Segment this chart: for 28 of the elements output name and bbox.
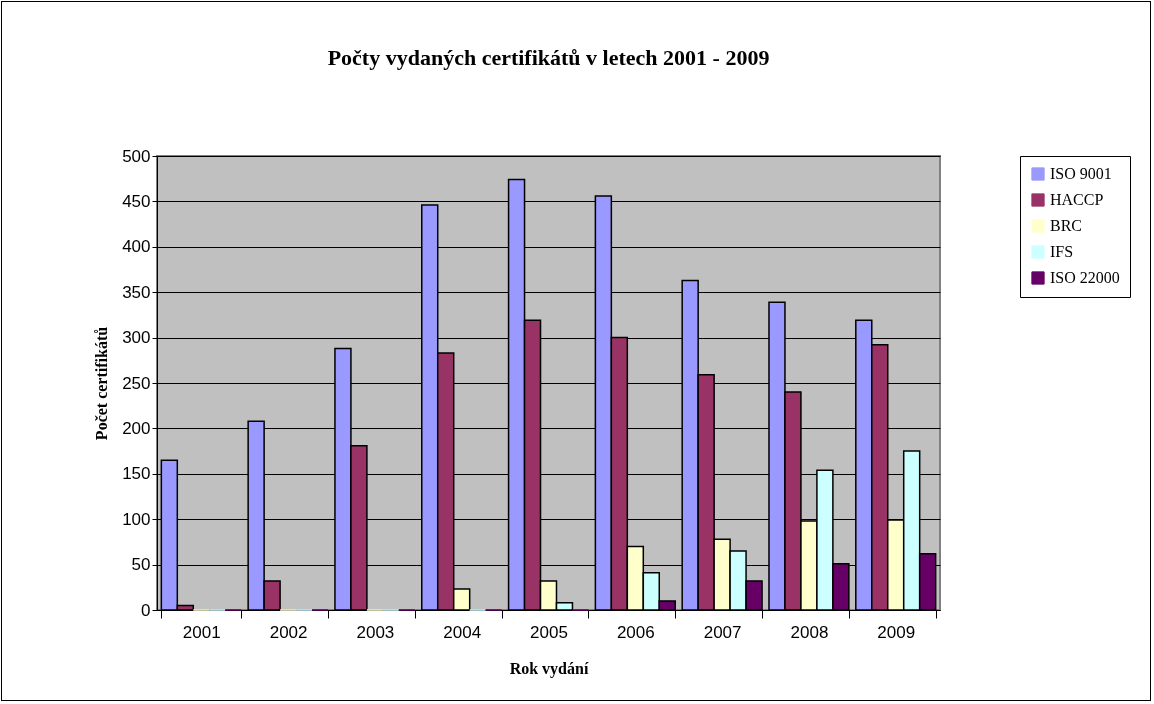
x-tick-label: 2007 [703,622,742,642]
x-tick-label: 2009 [877,622,916,642]
y-tick-label: 100 [122,509,151,529]
y-tick-label: 250 [122,373,151,393]
legend-label: HACCP [1050,191,1104,208]
x-tick-label: 2005 [530,622,568,642]
legend-label: IFS [1050,243,1074,260]
legend-label: ISO 9001 [1050,165,1112,182]
y-axis-title: Počet certifikátů [93,326,111,441]
y-tick-label: 200 [122,418,151,438]
chart-title: Počty vydaných certifikátů v letech 2001 - 2009 [327,45,770,70]
y-tick-label: 50 [131,555,151,575]
y-tick-label: 350 [122,282,151,302]
x-axis-title: Rok vydání [509,659,589,678]
y-tick-label: 150 [122,464,151,484]
legend-label: ISO 22000 [1050,269,1120,286]
x-tick-label: 2006 [616,622,655,642]
y-tick-label: 500 [122,146,151,166]
x-tick-label: 2003 [356,622,395,642]
y-tick-label: 0 [141,600,151,620]
x-tick-label: 2002 [269,622,308,642]
x-tick-label: 2008 [790,622,829,642]
y-tick-label: 300 [122,328,151,348]
y-tick-label: 450 [122,191,151,211]
x-tick-label: 2004 [443,622,482,642]
x-tick-label: 2001 [182,622,221,642]
legend-label: BRC [1050,217,1083,234]
y-tick-label: 400 [122,237,151,257]
